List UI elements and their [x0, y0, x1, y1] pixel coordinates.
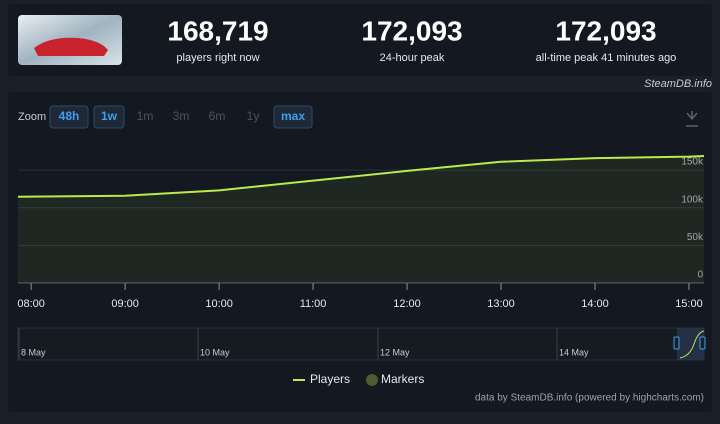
- x-tick-label: 13:00: [487, 298, 515, 310]
- stat-value: 172,093: [555, 15, 656, 46]
- y-tick-label: 150k: [681, 157, 704, 168]
- x-tick-label: 09:00: [111, 298, 139, 310]
- x-tick-label: 14:00: [581, 298, 609, 310]
- zoom-button-label[interactable]: 6m: [209, 109, 226, 123]
- x-tick-label: 15:00: [675, 298, 703, 310]
- area: [18, 156, 704, 283]
- navigator-handle[interactable]: [673, 336, 680, 350]
- zoom-button-label[interactable]: 48h: [59, 109, 80, 123]
- zoom-button[interactable]: [273, 105, 313, 129]
- zoom-button[interactable]: [93, 105, 125, 129]
- y-tick-label: 0: [697, 270, 703, 281]
- brand: SteamDB.info: [644, 78, 712, 90]
- zoom-button-label[interactable]: 1w: [101, 109, 118, 123]
- navigator: [17, 327, 705, 361]
- x-tick-label: 11:00: [300, 298, 327, 310]
- legend-label[interactable]: Markers: [381, 372, 424, 386]
- line: [17, 155, 705, 198]
- legend-label[interactable]: Players: [310, 372, 350, 386]
- stat-label: 24-hour peak: [380, 52, 445, 64]
- y-tick-label: 100k: [681, 194, 704, 205]
- zoom-button-label[interactable]: 1m: [137, 109, 154, 123]
- zoom-label: Zoom: [18, 111, 46, 123]
- navigator-label: 10 May: [200, 347, 230, 357]
- stats-panel: [8, 4, 712, 76]
- x-tick-label: 08:00: [17, 298, 45, 310]
- x-tick-label: 12:00: [393, 298, 421, 310]
- thumbnail-car: [34, 37, 108, 56]
- stat-label: players right now: [176, 52, 259, 64]
- stat-label: all-time peak 41 minutes ago: [536, 52, 677, 64]
- zoom-button[interactable]: [49, 105, 89, 129]
- x-tick-label: 10:00: [205, 298, 233, 310]
- legend-marker: [366, 374, 378, 386]
- stat-value: 172,093: [361, 15, 462, 46]
- credits: data by SteamDB.info (powered by highcha…: [475, 393, 704, 404]
- navigator-handle[interactable]: [699, 336, 706, 350]
- zoom-button-label[interactable]: max: [281, 109, 305, 123]
- download-icon[interactable]: [686, 111, 698, 127]
- zoom-button-label[interactable]: 1y: [247, 109, 260, 123]
- y-tick-label: 50k: [687, 232, 704, 243]
- navigator-label: 8 May: [21, 347, 46, 357]
- navigator-series: [679, 330, 705, 359]
- zoom-button-label[interactable]: 3m: [173, 109, 190, 123]
- navigator-label: 12 May: [380, 347, 410, 357]
- stat-value: 168,719: [167, 15, 268, 46]
- navigator-label: 14 May: [559, 347, 589, 357]
